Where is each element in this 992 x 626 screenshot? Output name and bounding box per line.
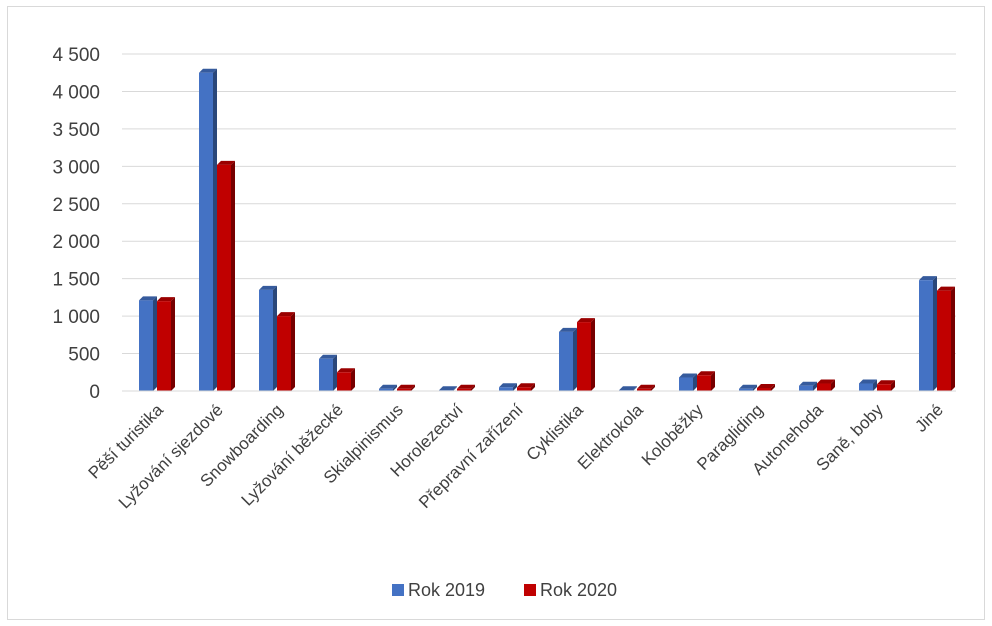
bar-rok-2019 xyxy=(379,384,397,391)
bar-chart: 0 500 1 000 1 500 2 000 2 500 3 000 3 500 4 000 4… xyxy=(52,45,956,600)
x-category-label: Jiné xyxy=(911,400,946,435)
bar-rok-2019 xyxy=(259,285,277,391)
y-axis-tick-labels: 0 500 1 000 1 500 2 000 2 500 3 000 3 500 4 000 4… xyxy=(52,45,100,403)
bar-rok-2020 xyxy=(217,160,235,391)
legend-item-rok-2019: Rok 2019 xyxy=(392,580,485,600)
bar-rok-2020 xyxy=(817,379,835,391)
bar-rok-2019 xyxy=(739,384,757,391)
legend-swatch xyxy=(392,584,404,596)
bar-rok-2019 xyxy=(319,354,337,391)
y-tick-label: 3 000 xyxy=(52,157,100,178)
bar-rok-2020 xyxy=(637,384,655,391)
y-tick-label: 4 000 xyxy=(52,82,100,103)
bar-rok-2019 xyxy=(919,276,937,391)
legend: Rok 2019 Rok 2020 xyxy=(392,580,617,600)
bar-rok-2019 xyxy=(679,373,697,391)
bar-rok-2020 xyxy=(937,286,955,391)
bar-rok-2019 xyxy=(859,379,877,391)
bar-rok-2020 xyxy=(277,312,295,391)
bar-rok-2019 xyxy=(559,327,577,391)
bar-rok-2019 xyxy=(619,386,637,391)
y-tick-label: 1 000 xyxy=(52,307,100,328)
bar-rok-2020 xyxy=(577,318,595,391)
bar-rok-2019 xyxy=(139,296,157,391)
x-category-label: Lyžování běžecké xyxy=(238,400,347,509)
bar-rok-2019 xyxy=(499,383,517,391)
bar-rok-2019 xyxy=(799,381,817,391)
legend-label: Rok 2019 xyxy=(408,580,485,600)
bars xyxy=(139,68,955,391)
gridlines xyxy=(122,53,956,392)
x-category-label: Elektrokola xyxy=(574,400,647,473)
bar-rok-2020 xyxy=(157,297,175,391)
bar-rok-2020 xyxy=(337,368,355,391)
legend-item-rok-2020: Rok 2020 xyxy=(524,580,617,600)
bar-rok-2020 xyxy=(457,384,475,391)
y-tick-label: 0 xyxy=(89,382,100,403)
bar-rok-2020 xyxy=(697,371,715,391)
bar-rok-2020 xyxy=(757,384,775,391)
x-category-label: Přepravní zařízení xyxy=(415,400,527,512)
y-tick-label: 500 xyxy=(68,345,100,366)
bar-rok-2020 xyxy=(517,383,535,391)
bar-rok-2019 xyxy=(199,68,217,391)
chart-frame: 0 500 1 000 1 500 2 000 2 500 3 000 3 500 4 000 4… xyxy=(7,6,985,620)
y-tick-label: 2 000 xyxy=(52,232,100,253)
y-tick-label: 4 500 xyxy=(52,45,100,66)
bar-rok-2020 xyxy=(397,384,415,391)
y-tick-label: 3 500 xyxy=(52,120,100,141)
legend-label: Rok 2020 xyxy=(540,580,617,600)
y-tick-label: 1 500 xyxy=(52,270,100,291)
x-category-label: Lyžování sjezdové xyxy=(115,400,227,512)
legend-swatch xyxy=(524,584,536,596)
y-tick-label: 2 500 xyxy=(52,195,100,216)
bar-rok-2020 xyxy=(877,380,895,391)
bar-rok-2019 xyxy=(439,386,457,391)
